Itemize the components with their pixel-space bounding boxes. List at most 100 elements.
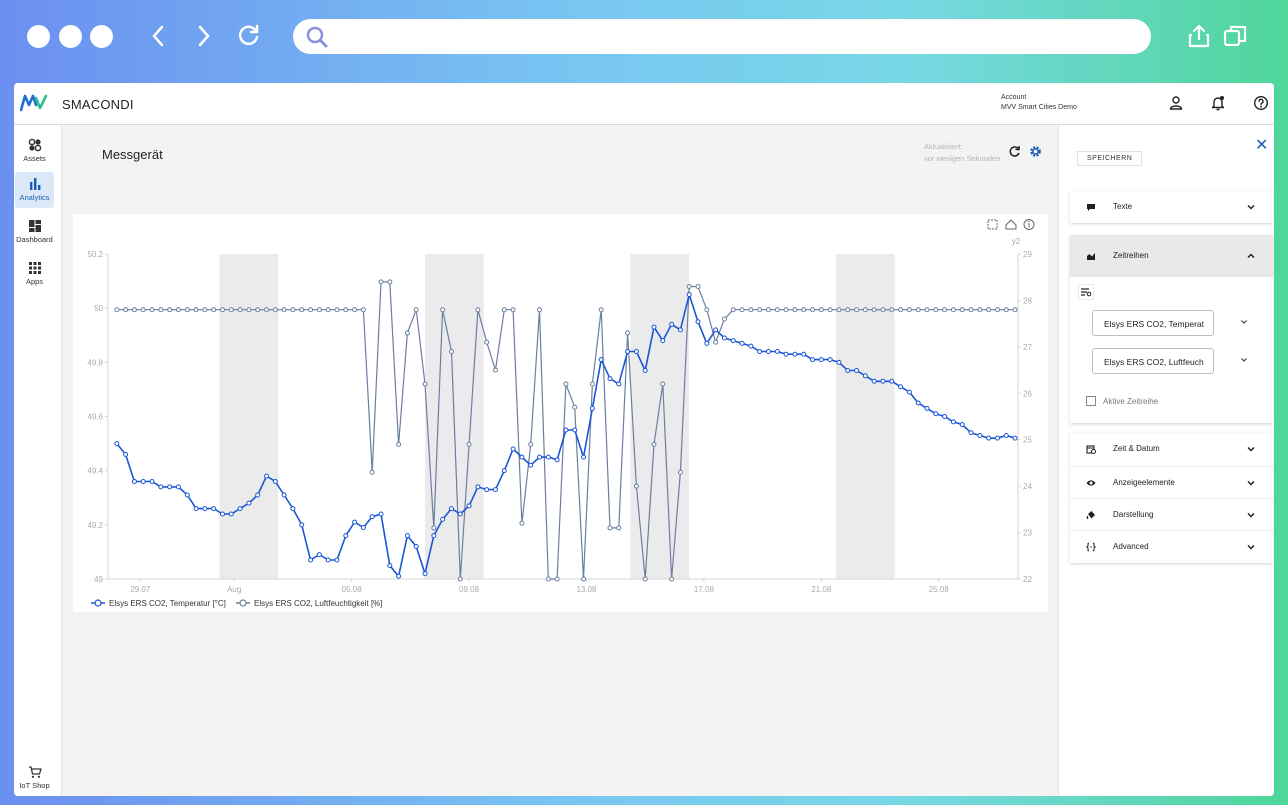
legend-label: Elsys ERS CO2, Luftfeuchtigkeit [%] (254, 599, 383, 608)
sidebar: Assets Analytics Dashboard Apps IoT Shop (14, 125, 62, 796)
y-left-tick-label: 49.6 (87, 413, 103, 422)
data-point (167, 307, 173, 313)
data-point (158, 484, 164, 490)
data-point (581, 454, 587, 460)
section-label: Texte (1113, 202, 1133, 211)
data-point (730, 338, 736, 344)
data-point (774, 307, 780, 313)
help-icon[interactable] (1253, 95, 1269, 111)
chevron-down-icon (1247, 480, 1255, 486)
account-name: MVV Smart Cities Demo (1001, 104, 1077, 111)
window-close-dot[interactable] (27, 25, 50, 48)
data-point (431, 533, 437, 539)
data-point (563, 427, 569, 433)
sidebar-item-assets[interactable]: Assets (15, 133, 54, 169)
data-point (906, 389, 912, 395)
user-icon[interactable] (1168, 95, 1184, 111)
series-select-humidity[interactable]: Elsys ERS CO2, Luftfeuch (1092, 348, 1214, 374)
data-point (845, 367, 851, 373)
data-point (818, 307, 824, 313)
data-point (1012, 307, 1018, 313)
last-updated: Aktualisiert: vor wenigen Sekunden (924, 141, 1000, 165)
data-point (184, 492, 190, 498)
section-darstellung[interactable]: Darstellung (1070, 498, 1273, 530)
section-zeitreihen-header[interactable]: Zeitreihen (1070, 235, 1273, 277)
data-point (1003, 307, 1009, 313)
section-anzeigeelemente[interactable]: Anzeigeelemente (1070, 466, 1273, 498)
series-select-temperature[interactable]: Elsys ERS CO2, Temperat (1092, 310, 1214, 336)
data-point (184, 307, 190, 313)
refresh-icon[interactable] (1008, 145, 1021, 158)
section-label: Anzeigeelemente (1113, 478, 1175, 487)
save-button[interactable]: SPEICHERN (1077, 151, 1143, 166)
chevron-down-icon[interactable] (1240, 356, 1248, 364)
data-point (598, 307, 604, 313)
tabs-icon[interactable] (1221, 22, 1249, 50)
data-point (721, 335, 727, 341)
data-point (299, 307, 305, 313)
notifications-icon[interactable] (1210, 95, 1226, 111)
back-icon[interactable] (145, 22, 173, 50)
section-label: Darstellung (1113, 510, 1154, 519)
data-point (211, 307, 217, 313)
data-point (713, 327, 719, 333)
sidebar-item-label: IoT Shop (19, 781, 50, 790)
y-right-tick-label: 29 (1023, 250, 1032, 259)
data-point (589, 381, 595, 387)
data-point (308, 307, 314, 313)
section-texte[interactable]: Texte (1070, 191, 1273, 223)
legend-item[interactable]: Elsys ERS CO2, Luftfeuchtigkeit [%] (236, 599, 383, 608)
legend-item[interactable]: Elsys ERS CO2, Temperatur [°C] (91, 599, 226, 608)
url-input[interactable] (341, 25, 1121, 48)
info-icon[interactable] (1023, 219, 1035, 230)
chart-toolbar (987, 219, 1035, 230)
data-point (404, 533, 410, 539)
data-point (871, 307, 877, 313)
account-info[interactable]: Account MVV Smart Cities Demo (1001, 93, 1077, 113)
data-point (801, 351, 807, 357)
window-minimize-dot[interactable] (59, 25, 82, 48)
data-point (810, 357, 816, 363)
data-point (149, 307, 155, 313)
active-series-checkbox[interactable] (1086, 396, 1096, 406)
dashboard-icon (28, 220, 41, 232)
section-advanced[interactable]: Advanced (1070, 530, 1273, 562)
sidebar-item-apps[interactable]: Apps (15, 256, 54, 292)
data-point (334, 557, 340, 563)
data-point (404, 330, 410, 336)
data-point (871, 378, 877, 384)
data-point (757, 307, 763, 313)
data-point (510, 446, 516, 452)
zoom-icon[interactable] (987, 219, 998, 230)
data-point (774, 349, 780, 354)
y-right-axis-label: y2 (1012, 237, 1021, 246)
section-zeit-datum[interactable]: Zeit & Datum (1070, 433, 1273, 465)
data-point (131, 307, 137, 313)
address-bar[interactable] (293, 19, 1151, 54)
data-point (202, 506, 208, 512)
data-point (290, 506, 296, 512)
data-point (792, 307, 798, 313)
line-chart[interactable]: 50.2 50 49.8 49.6 49.4 49.2 49 29 28 27 26 25 24 23 22… (73, 214, 1048, 612)
window-maximize-dot[interactable] (90, 25, 113, 48)
forward-icon[interactable] (189, 22, 217, 50)
share-icon[interactable] (1185, 22, 1213, 50)
sidebar-item-iot-shop[interactable]: IoT Shop (15, 760, 54, 796)
chevron-down-icon (1247, 512, 1255, 518)
chevron-down-icon[interactable] (1240, 318, 1248, 326)
data-point (827, 357, 833, 363)
data-point (316, 307, 322, 313)
sidebar-item-dashboard[interactable]: Dashboard (15, 214, 54, 250)
gear-icon[interactable] (1029, 145, 1042, 158)
data-point (836, 359, 842, 365)
data-point (378, 511, 384, 517)
sidebar-item-analytics[interactable]: Analytics (15, 172, 54, 208)
y-left-tick-label: 50.2 (87, 250, 103, 259)
data-point (149, 479, 155, 484)
close-icon[interactable]: ✕ (1255, 137, 1269, 154)
reload-icon[interactable] (235, 22, 263, 50)
filter-list-icon[interactable] (1078, 284, 1094, 300)
data-point (651, 324, 657, 330)
data-point (880, 307, 886, 313)
home-icon[interactable] (1005, 219, 1017, 230)
